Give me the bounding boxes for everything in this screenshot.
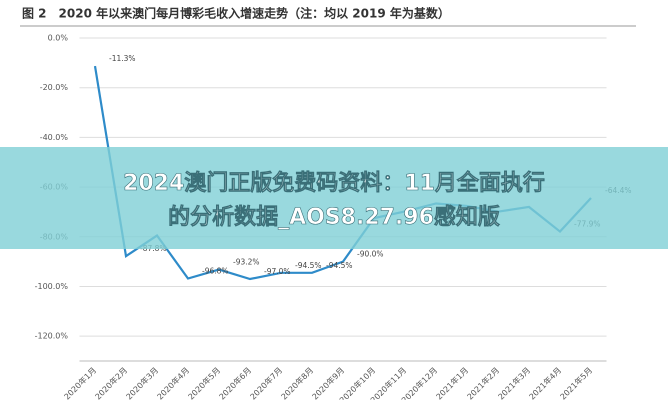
y-tick-label: -100.0% bbox=[35, 282, 69, 291]
y-tick-label: 0.0% bbox=[48, 34, 69, 43]
data-label: -94.5% bbox=[326, 261, 353, 270]
chart-title: 图 2 2020 年以来澳门每月博彩毛收入增速走势（注：均以 2019 年为基数… bbox=[22, 6, 450, 21]
data-label: -96.8% bbox=[202, 267, 229, 276]
data-label: -93.2% bbox=[233, 258, 260, 267]
data-label: -90.0% bbox=[357, 250, 384, 259]
banner-text: 2024澳门正版免费码资料：11月全面执行的分析数据_AOS8.27.96感知版 bbox=[123, 170, 545, 230]
data-label: -94.5% bbox=[295, 261, 322, 270]
banner-band bbox=[0, 147, 668, 249]
y-tick-label: -120.0% bbox=[35, 332, 69, 341]
data-label: -11.3% bbox=[109, 54, 136, 63]
y-tick-label: -20.0% bbox=[40, 83, 69, 92]
data-label: -97.0% bbox=[264, 267, 291, 276]
y-tick-label: -40.0% bbox=[40, 133, 69, 142]
